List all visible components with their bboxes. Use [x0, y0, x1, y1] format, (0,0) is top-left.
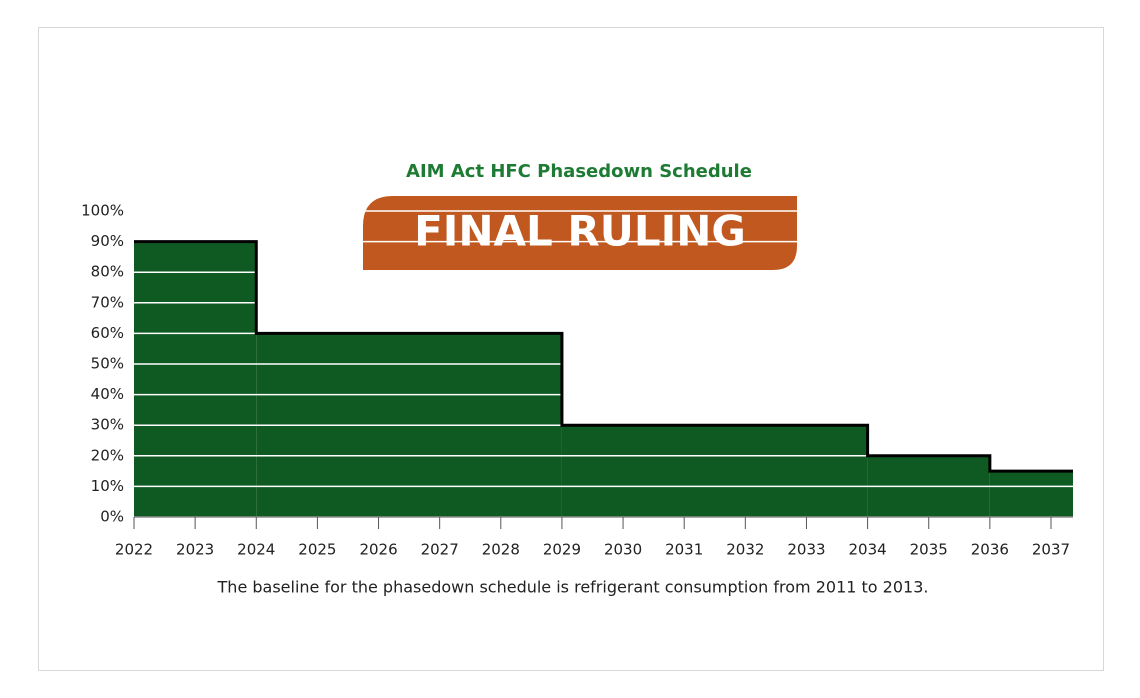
x-tick-label: 2026 [359, 541, 397, 559]
y-tick-label: 0% [100, 508, 124, 526]
y-tick-label: 60% [91, 324, 124, 342]
step-area [561, 425, 868, 517]
step-area [989, 471, 1073, 517]
step-area [134, 241, 257, 517]
x-tick-label: 2031 [665, 541, 703, 559]
y-tick-label: 70% [91, 293, 124, 311]
x-tick-label: 2035 [910, 541, 948, 559]
badge-text: FINAL RULING [414, 207, 746, 256]
chart-title: AIM Act HFC Phasedown Schedule [406, 161, 752, 182]
x-tick-label: 2027 [421, 541, 459, 559]
x-tick-label: 2036 [971, 541, 1009, 559]
x-tick-label: 2032 [726, 541, 764, 559]
x-tick-label: 2030 [604, 541, 642, 559]
y-tick-label: 40% [91, 385, 124, 403]
step-outline [134, 240, 1073, 473]
x-tick-label: 2028 [482, 541, 520, 559]
x-tick-label: 2023 [176, 541, 214, 559]
y-tick-label: 10% [91, 477, 124, 495]
y-tick-label: 30% [91, 416, 124, 434]
y-tick-label: 50% [91, 355, 124, 373]
y-tick-label: 20% [91, 446, 124, 464]
x-tick-label: 2034 [849, 541, 887, 559]
x-tick-label: 2024 [237, 541, 275, 559]
x-tick-label: 2025 [298, 541, 336, 559]
x-tick-label: 2029 [543, 541, 581, 559]
x-tick-label: 2033 [787, 541, 825, 559]
y-tick-label: 100% [81, 202, 124, 220]
badge [363, 196, 797, 270]
y-tick-label: 90% [91, 232, 124, 250]
y-tick-label: 80% [91, 263, 124, 281]
caption: The baseline for the phasedown schedule … [217, 578, 929, 597]
x-tick-label: 2022 [115, 541, 153, 559]
x-tick-label: 2037 [1032, 541, 1070, 559]
